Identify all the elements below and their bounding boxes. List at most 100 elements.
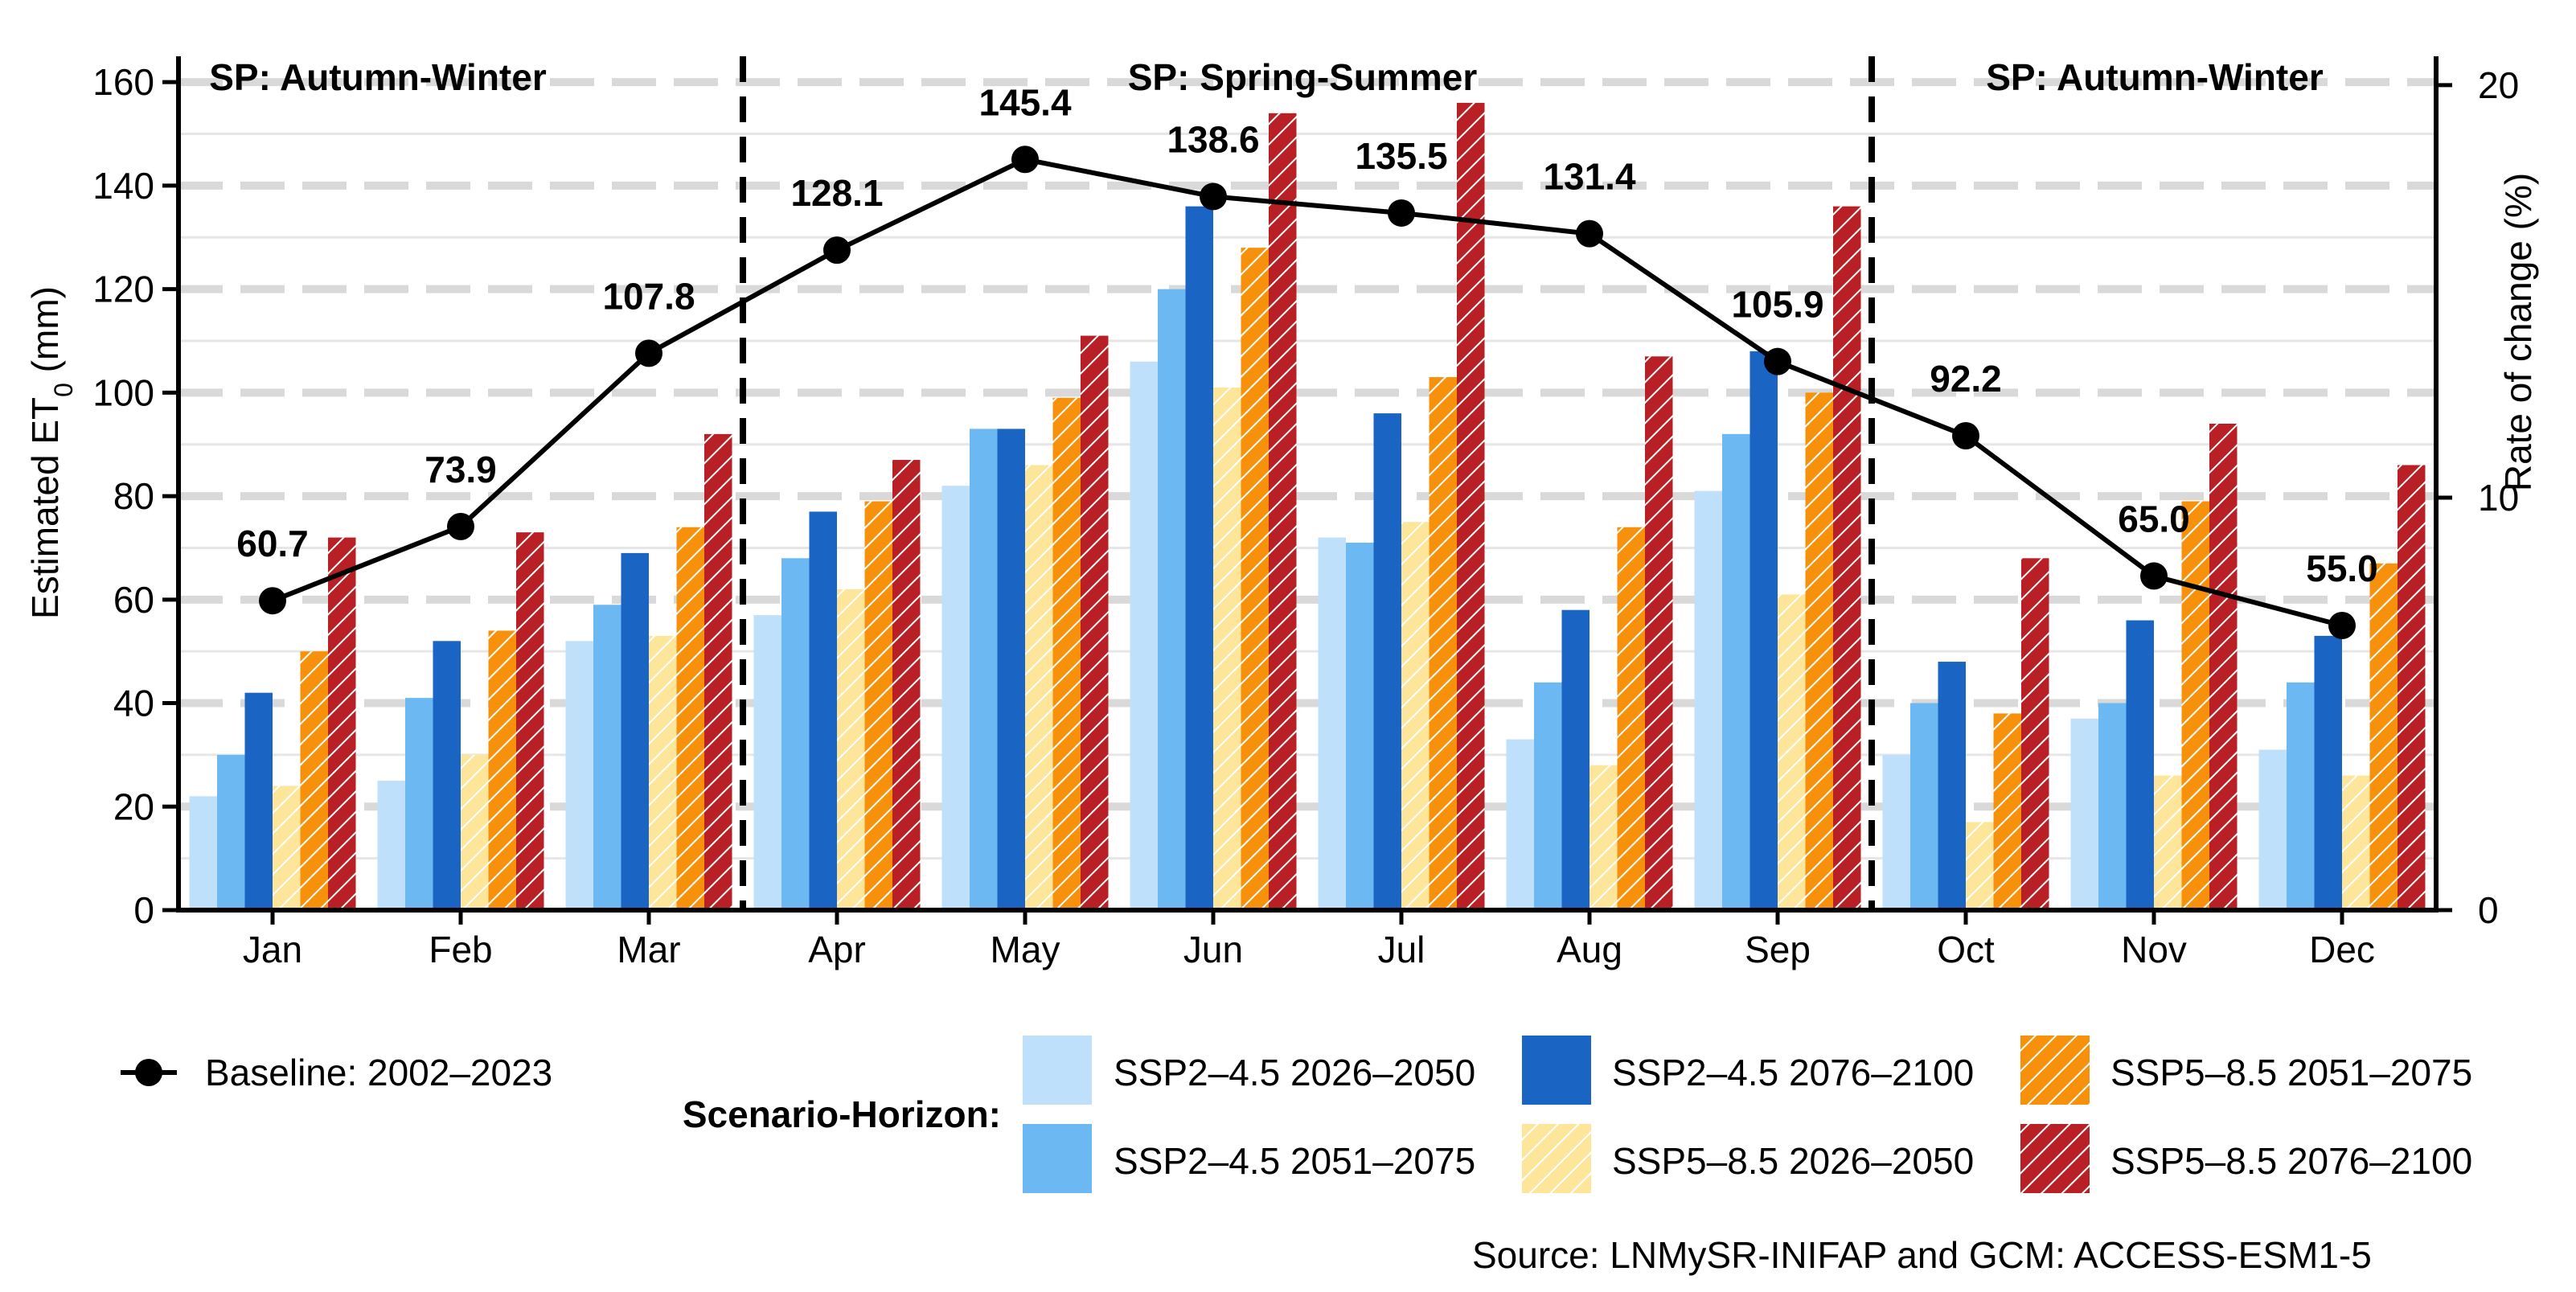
bar-aug-series-5-hatch (1617, 527, 1645, 910)
baseline-point-feb (447, 512, 474, 540)
legend-item-ssp245-2026: SSP2–4.5 2026–2050 (1023, 1036, 1475, 1105)
bar-dec-series-4-hatch (2342, 775, 2370, 910)
season-label-autumn-winter-2: SP: Autumn-Winter (1986, 56, 2324, 98)
bar-dec-series-6-hatch (2398, 465, 2426, 910)
axes: 0 20 40 60 80 100 120 140 160 0 10 20 Jan Feb Mar Apr Ma… (92, 56, 2519, 970)
legend-label-ssp585-2026: SSP5–8.5 2026–2050 (1612, 1140, 1974, 1182)
baseline-label-feb: 73.9 (425, 449, 497, 490)
bar-jan-series-6-hatch (328, 537, 356, 910)
bar-feb-series-1 (377, 781, 405, 910)
x-tick-label-oct: Oct (1937, 929, 1995, 970)
bar-jun-series-5-hatch (1241, 248, 1269, 910)
bar-aug-series-4-hatch (1589, 765, 1618, 910)
source-note: Source: LNMySR-INIFAP and GCM: ACCESS-ES… (1472, 1234, 2372, 1276)
season-labels: SP: Autumn-Winter SP: Spring-Summer SP: … (209, 56, 2324, 98)
y2-tick-label: 20 (2478, 64, 2519, 106)
baseline-point-aug (1576, 219, 1603, 248)
bar-nov-series-4-hatch (2154, 775, 2182, 910)
baseline-point-jan (259, 587, 286, 615)
y-tick-label: 120 (92, 269, 154, 310)
bar-apr-series-2 (781, 558, 810, 910)
bar-may-series-2 (970, 429, 998, 910)
bar-may-series-3 (997, 429, 1025, 910)
bar-apr-series-4-hatch (837, 589, 865, 910)
legend-label-ssp245-2076: SSP2–4.5 2076–2100 (1612, 1052, 1974, 1093)
bar-dec-series-1 (2258, 749, 2287, 910)
baseline-series: 60.7 73.9 107.8 128.1 145.4 138.6 135.5 131.4 10… (236, 81, 2378, 639)
bar-dec-series-3 (2314, 635, 2342, 910)
bar-sep-series-1 (1694, 490, 1722, 910)
bar-oct-series-5-hatch (1993, 713, 2021, 910)
legend-label-ssp585-2076: SSP5–8.5 2076–2100 (2110, 1140, 2472, 1182)
baseline-point-nov (2140, 562, 2168, 590)
x-tick-label-mar: Mar (617, 929, 680, 970)
baseline-point-jul (1388, 199, 1415, 227)
baseline-point-jun (1200, 183, 1227, 211)
legend: Baseline: 2002–2023 Scenario-Horizon: SS… (121, 1036, 2472, 1193)
x-tick-label-dec: Dec (2309, 929, 2375, 970)
bar-jan-series-5-hatch (300, 651, 328, 910)
grid-lines (178, 78, 2436, 860)
bar-nov-series-1 (2070, 718, 2098, 910)
legend-item-ssp585-2076: SSP5–8.5 2076–2100 (2020, 1124, 2472, 1193)
baseline-label-dec: 55.0 (2306, 548, 2378, 589)
x-tick-label-nov: Nov (2121, 929, 2187, 970)
bar-mar-series-3 (621, 552, 649, 910)
x-tick-label-jan: Jan (243, 929, 302, 970)
legend-label-ssp245-2026: SSP2–4.5 2026–2050 (1114, 1052, 1475, 1093)
x-tick-label-sep: Sep (1745, 929, 1811, 970)
y-tick-label: 160 (92, 61, 154, 103)
legend-label-baseline: Baseline: 2002–2023 (205, 1052, 552, 1093)
bar-feb-series-5-hatch (488, 630, 516, 910)
legend-item-baseline: Baseline: 2002–2023 (121, 1052, 552, 1093)
bar-apr-series-5-hatch (864, 501, 892, 910)
bar-mar-series-2 (593, 605, 621, 910)
bar-may-series-6-hatch (1081, 335, 1109, 911)
baseline-label-oct: 92.2 (1930, 358, 2002, 400)
x-tick-label-jul: Jul (1378, 929, 1425, 970)
bar-oct-series-3 (1938, 662, 1966, 910)
bar-jun-series-6-hatch (1269, 113, 1297, 911)
baseline-label-jun: 138.6 (1167, 118, 1259, 160)
y-tick-label: 100 (92, 371, 154, 413)
x-tick-label-jun: Jun (1183, 929, 1243, 970)
bar-jun-series-3 (1185, 206, 1213, 910)
bar-apr-series-1 (753, 615, 781, 910)
bar-feb-series-4-hatch (461, 754, 489, 910)
baseline-point-oct (1952, 422, 1979, 449)
legend-item-ssp245-2051: SSP2–4.5 2051–2075 (1023, 1124, 1475, 1193)
bar-aug-series-2 (1534, 682, 1562, 910)
legend-item-ssp245-2076: SSP2–4.5 2076–2100 (1522, 1036, 1974, 1105)
bar-dec-series-2 (2287, 682, 2315, 910)
y-tick-label: 0 (133, 889, 154, 931)
bar-may-series-4-hatch (1025, 465, 1053, 910)
baseline-label-mar: 107.8 (602, 275, 695, 317)
bar-jul-series-5-hatch (1429, 377, 1457, 910)
baseline-label-aug: 131.4 (1543, 156, 1636, 198)
bar-oct-series-4-hatch (1966, 822, 1994, 910)
bars (189, 102, 2426, 911)
bar-mar-series-5-hatch (676, 527, 704, 910)
bar-feb-series-3 (433, 641, 461, 910)
bar-may-series-1 (941, 486, 970, 910)
bar-apr-series-3 (809, 511, 837, 910)
x-tick-label-may: May (991, 929, 1060, 970)
legend-item-ssp585-2026: SSP5–8.5 2026–2050 (1522, 1124, 1974, 1193)
bar-feb-series-6-hatch (516, 532, 544, 910)
baseline-point-apr (823, 236, 851, 265)
bar-jul-series-4-hatch (1401, 522, 1430, 910)
bar-jun-series-1 (1130, 361, 1158, 910)
bar-jan-series-1 (189, 796, 217, 910)
bar-jul-series-6-hatch (1457, 102, 1485, 911)
y2-tick-label: 0 (2478, 889, 2499, 931)
bar-sep-series-5-hatch (1805, 392, 1833, 910)
baseline-label-jan: 60.7 (236, 523, 309, 564)
baseline-label-jul: 135.5 (1355, 135, 1447, 177)
x-tick-label-aug: Aug (1557, 929, 1622, 970)
bar-aug-series-1 (1506, 739, 1534, 910)
y-tick-label: 80 (113, 475, 154, 517)
season-label-autumn-winter-1: SP: Autumn-Winter (209, 56, 547, 98)
bar-mar-series-4-hatch (649, 635, 677, 910)
legend-item-ssp585-2051: SSP5–8.5 2051–2075 (2020, 1036, 2472, 1105)
